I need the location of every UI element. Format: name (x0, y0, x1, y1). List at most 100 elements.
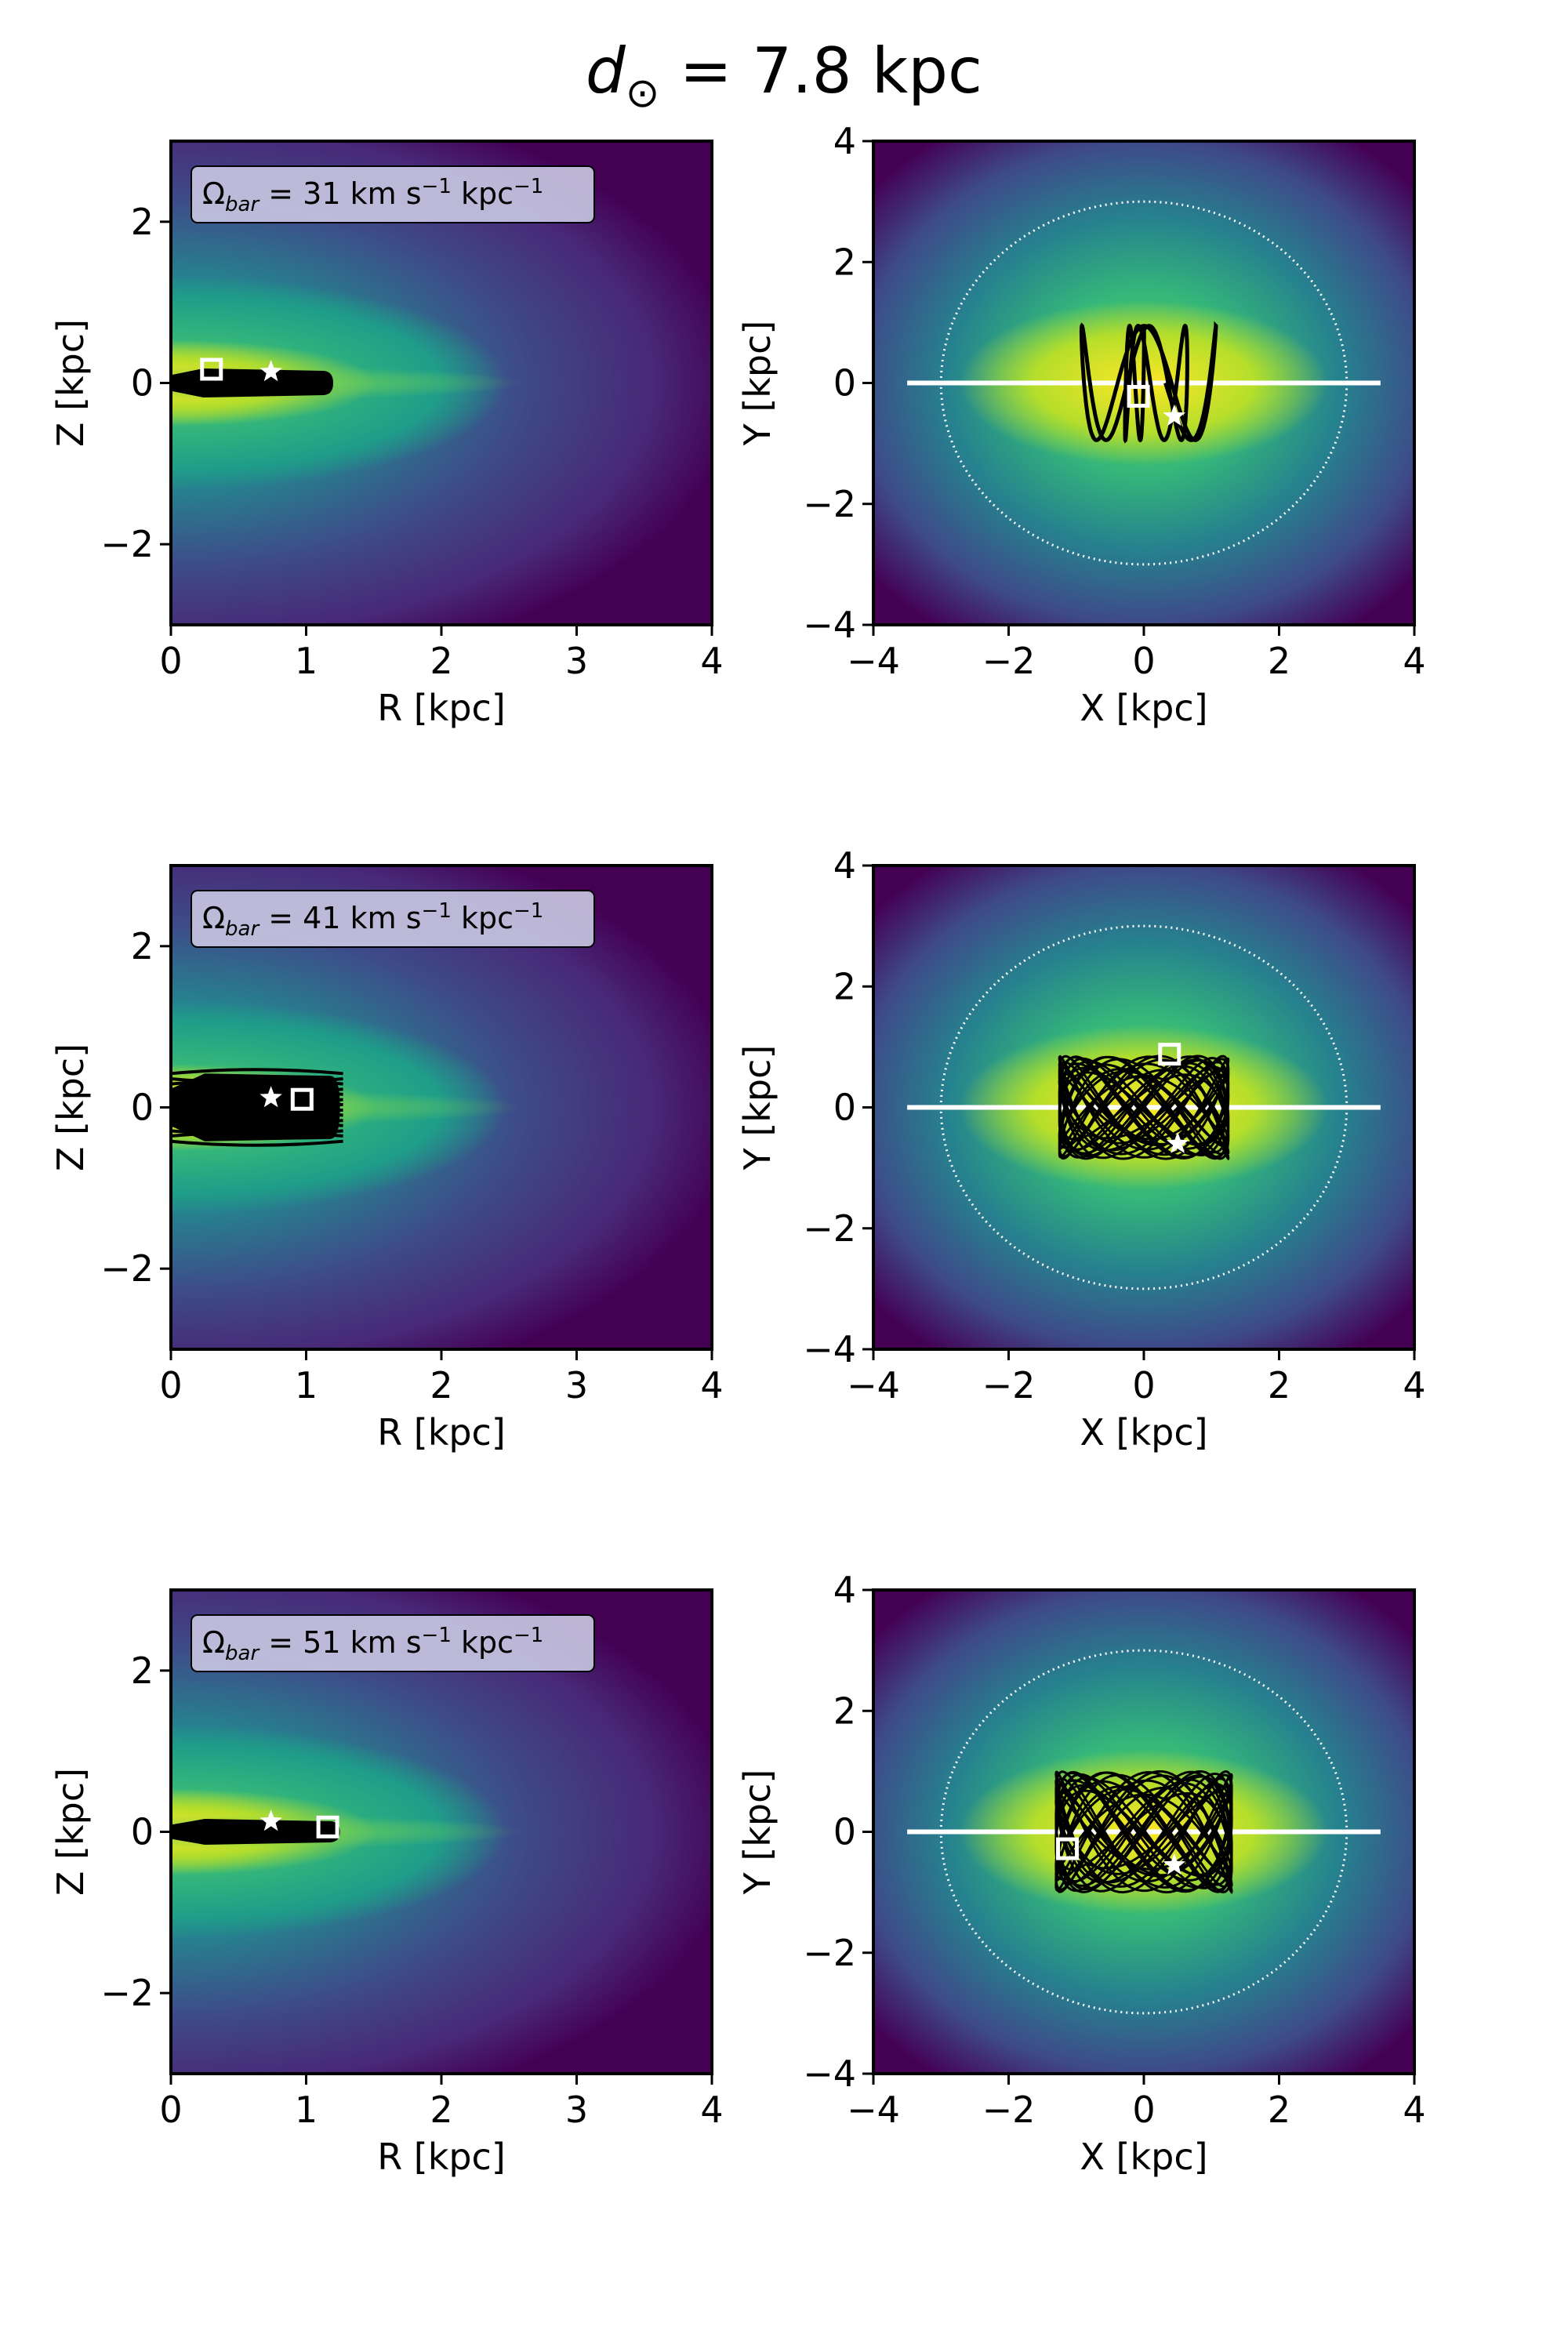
y-tick-label: −2 (803, 483, 856, 525)
y-tick-label: 2 (131, 1650, 154, 1692)
legend-box: Ωbar = 51 km s−1 kpc−1 (191, 1614, 595, 1672)
y-tick-label: 2 (833, 241, 856, 283)
y-tick-label: −4 (803, 604, 856, 646)
x-axis-label: R [kpc] (377, 1411, 506, 1454)
x-tick-label: 0 (1132, 640, 1155, 682)
y-axis: 2 0 −2 (100, 925, 171, 1290)
y-axis: 4 2 0 −2 −4 (803, 1569, 873, 2095)
x-tick-label: 1 (295, 1364, 318, 1406)
y-tick-label: 2 (833, 1690, 856, 1732)
y-tick-label: 2 (131, 201, 154, 243)
legend-text: Ωbar = 51 km s−1 kpc−1 (202, 1624, 543, 1665)
legend-text: Ωbar = 31 km s−1 kpc−1 (202, 175, 543, 216)
y-tick-label: 4 (833, 120, 856, 162)
x-tick-label: 2 (1268, 2089, 1290, 2131)
y-tick-label: −4 (803, 2053, 856, 2095)
legend-box: Ωbar = 31 km s−1 kpc−1 (191, 165, 595, 223)
square-marker (200, 358, 223, 381)
x-axis: −4 −2 0 2 4 (847, 2074, 1426, 2131)
x-axis: 0 1 2 3 4 (159, 2074, 724, 2131)
y-axis: 4 2 0 −2 −4 (803, 844, 873, 1370)
legend-text: Ωbar = 41 km s−1 kpc−1 (202, 899, 543, 941)
x-tick-label: 3 (565, 2089, 588, 2131)
y-axis: 2 0 −2 (100, 201, 171, 565)
x-tick-label: 2 (430, 1364, 452, 1406)
y-tick-label: −2 (100, 523, 154, 565)
y-tick-label: −2 (100, 1972, 154, 2014)
x-tick-label: 0 (159, 1364, 182, 1406)
orbit-footprint (171, 1819, 340, 1845)
x-tick-label: 2 (430, 2089, 452, 2131)
x-axis: 0 1 2 3 4 (159, 625, 724, 682)
legend-box: Ωbar = 41 km s−1 kpc−1 (191, 890, 595, 948)
orbit-trace (1079, 321, 1218, 444)
square-marker (290, 1087, 314, 1111)
x-axis-label: X [kpc] (1080, 687, 1207, 729)
y-tick-label: 0 (833, 362, 856, 405)
y-axis: 4 2 0 −2 −4 (803, 120, 873, 646)
panel-rz-2: Ωbar = 41 km s−1 kpc−1 0 1 2 3 4 R [kpc] 2 0 −2 Z … (49, 864, 724, 1454)
y-axis-label: Y [kpc] (736, 1045, 779, 1171)
x-tick-label: 0 (1132, 2089, 1155, 2131)
x-tick-label: 0 (159, 2089, 182, 2131)
orbit-trace (171, 1068, 343, 1147)
x-tick-label: 4 (700, 2089, 723, 2131)
y-tick-label: 4 (833, 1569, 856, 1611)
x-tick-label: 4 (700, 1364, 723, 1406)
panel-rz-1: Ωbar = 31 km s−1 kpc−1 0 1 2 3 4 R [kpc] 2 0 −2 Z … (49, 140, 724, 729)
y-tick-label: 0 (833, 1087, 856, 1129)
square-marker (316, 1815, 339, 1838)
y-tick-label: 2 (131, 925, 154, 967)
x-axis: −4 −2 0 2 4 (847, 1349, 1426, 1406)
title-sun-symbol: ⊙ (626, 70, 660, 117)
x-tick-label: 1 (295, 640, 318, 682)
y-tick-label: 0 (131, 1087, 154, 1129)
x-tick-label: 2 (430, 640, 452, 682)
y-tick-label: −2 (100, 1247, 154, 1290)
star-marker (1163, 1853, 1186, 1875)
x-tick-label: −4 (847, 640, 900, 682)
y-axis-label: Z [kpc] (49, 1768, 92, 1896)
x-tick-label: −4 (847, 2089, 900, 2131)
x-axis-label: R [kpc] (377, 2136, 506, 2178)
star-marker (1163, 404, 1186, 426)
orbit-trace (171, 368, 333, 398)
x-axis: 0 1 2 3 4 (159, 1349, 724, 1406)
y-tick-label: 0 (131, 362, 154, 405)
y-tick-label: 2 (833, 965, 856, 1007)
x-axis-label: X [kpc] (1080, 2136, 1207, 2178)
star-marker (260, 1086, 282, 1108)
y-tick-label: 4 (833, 844, 856, 887)
title-value: = 7.8 kpc (659, 34, 982, 107)
y-tick-label: −2 (803, 1932, 856, 1974)
square-marker (1127, 384, 1150, 408)
figure-title: d⊙ = 7.8 kpc (586, 34, 982, 117)
y-axis-label: Z [kpc] (49, 319, 92, 447)
orbit-footprint (171, 368, 333, 398)
x-tick-label: 4 (1403, 2089, 1425, 2131)
y-axis-label: Y [kpc] (736, 1769, 779, 1896)
x-tick-label: 3 (565, 640, 588, 682)
x-tick-label: 3 (565, 1364, 588, 1406)
panel-rz-3: Ωbar = 51 km s−1 kpc−1 0 1 2 3 4 R [kpc] 2 0 −2 Z … (49, 1588, 724, 2178)
star-marker (260, 1809, 282, 1831)
square-marker (1056, 1837, 1080, 1860)
x-tick-label: −4 (847, 1364, 900, 1406)
star-marker (1166, 1131, 1189, 1153)
star-marker (260, 360, 282, 382)
x-axis: −4 −2 0 2 4 (847, 625, 1426, 682)
x-axis-label: X [kpc] (1080, 1411, 1207, 1454)
y-axis-label: Y [kpc] (736, 321, 779, 447)
y-tick-label: −4 (803, 1328, 856, 1370)
panel-xy-3: −4 −2 0 2 4 X [kpc] 4 2 0 −2 −4 Y [kpc] (736, 1569, 1426, 2178)
x-tick-label: −2 (982, 1364, 1036, 1406)
y-tick-label: 0 (833, 1811, 856, 1853)
x-tick-label: 4 (1403, 640, 1425, 682)
y-tick-label: −2 (803, 1207, 856, 1250)
panel-xy-2: −4 −2 0 2 4 X [kpc] 4 2 0 −2 −4 Y [kpc] (736, 844, 1426, 1454)
x-tick-label: 4 (1403, 1364, 1425, 1406)
y-tick-label: 0 (131, 1811, 154, 1853)
panel-xy-1: −4 −2 0 2 4 X [kpc] 4 2 0 −2 −4 Y [kpc] (736, 120, 1426, 729)
x-tick-label: 0 (1132, 1364, 1155, 1406)
